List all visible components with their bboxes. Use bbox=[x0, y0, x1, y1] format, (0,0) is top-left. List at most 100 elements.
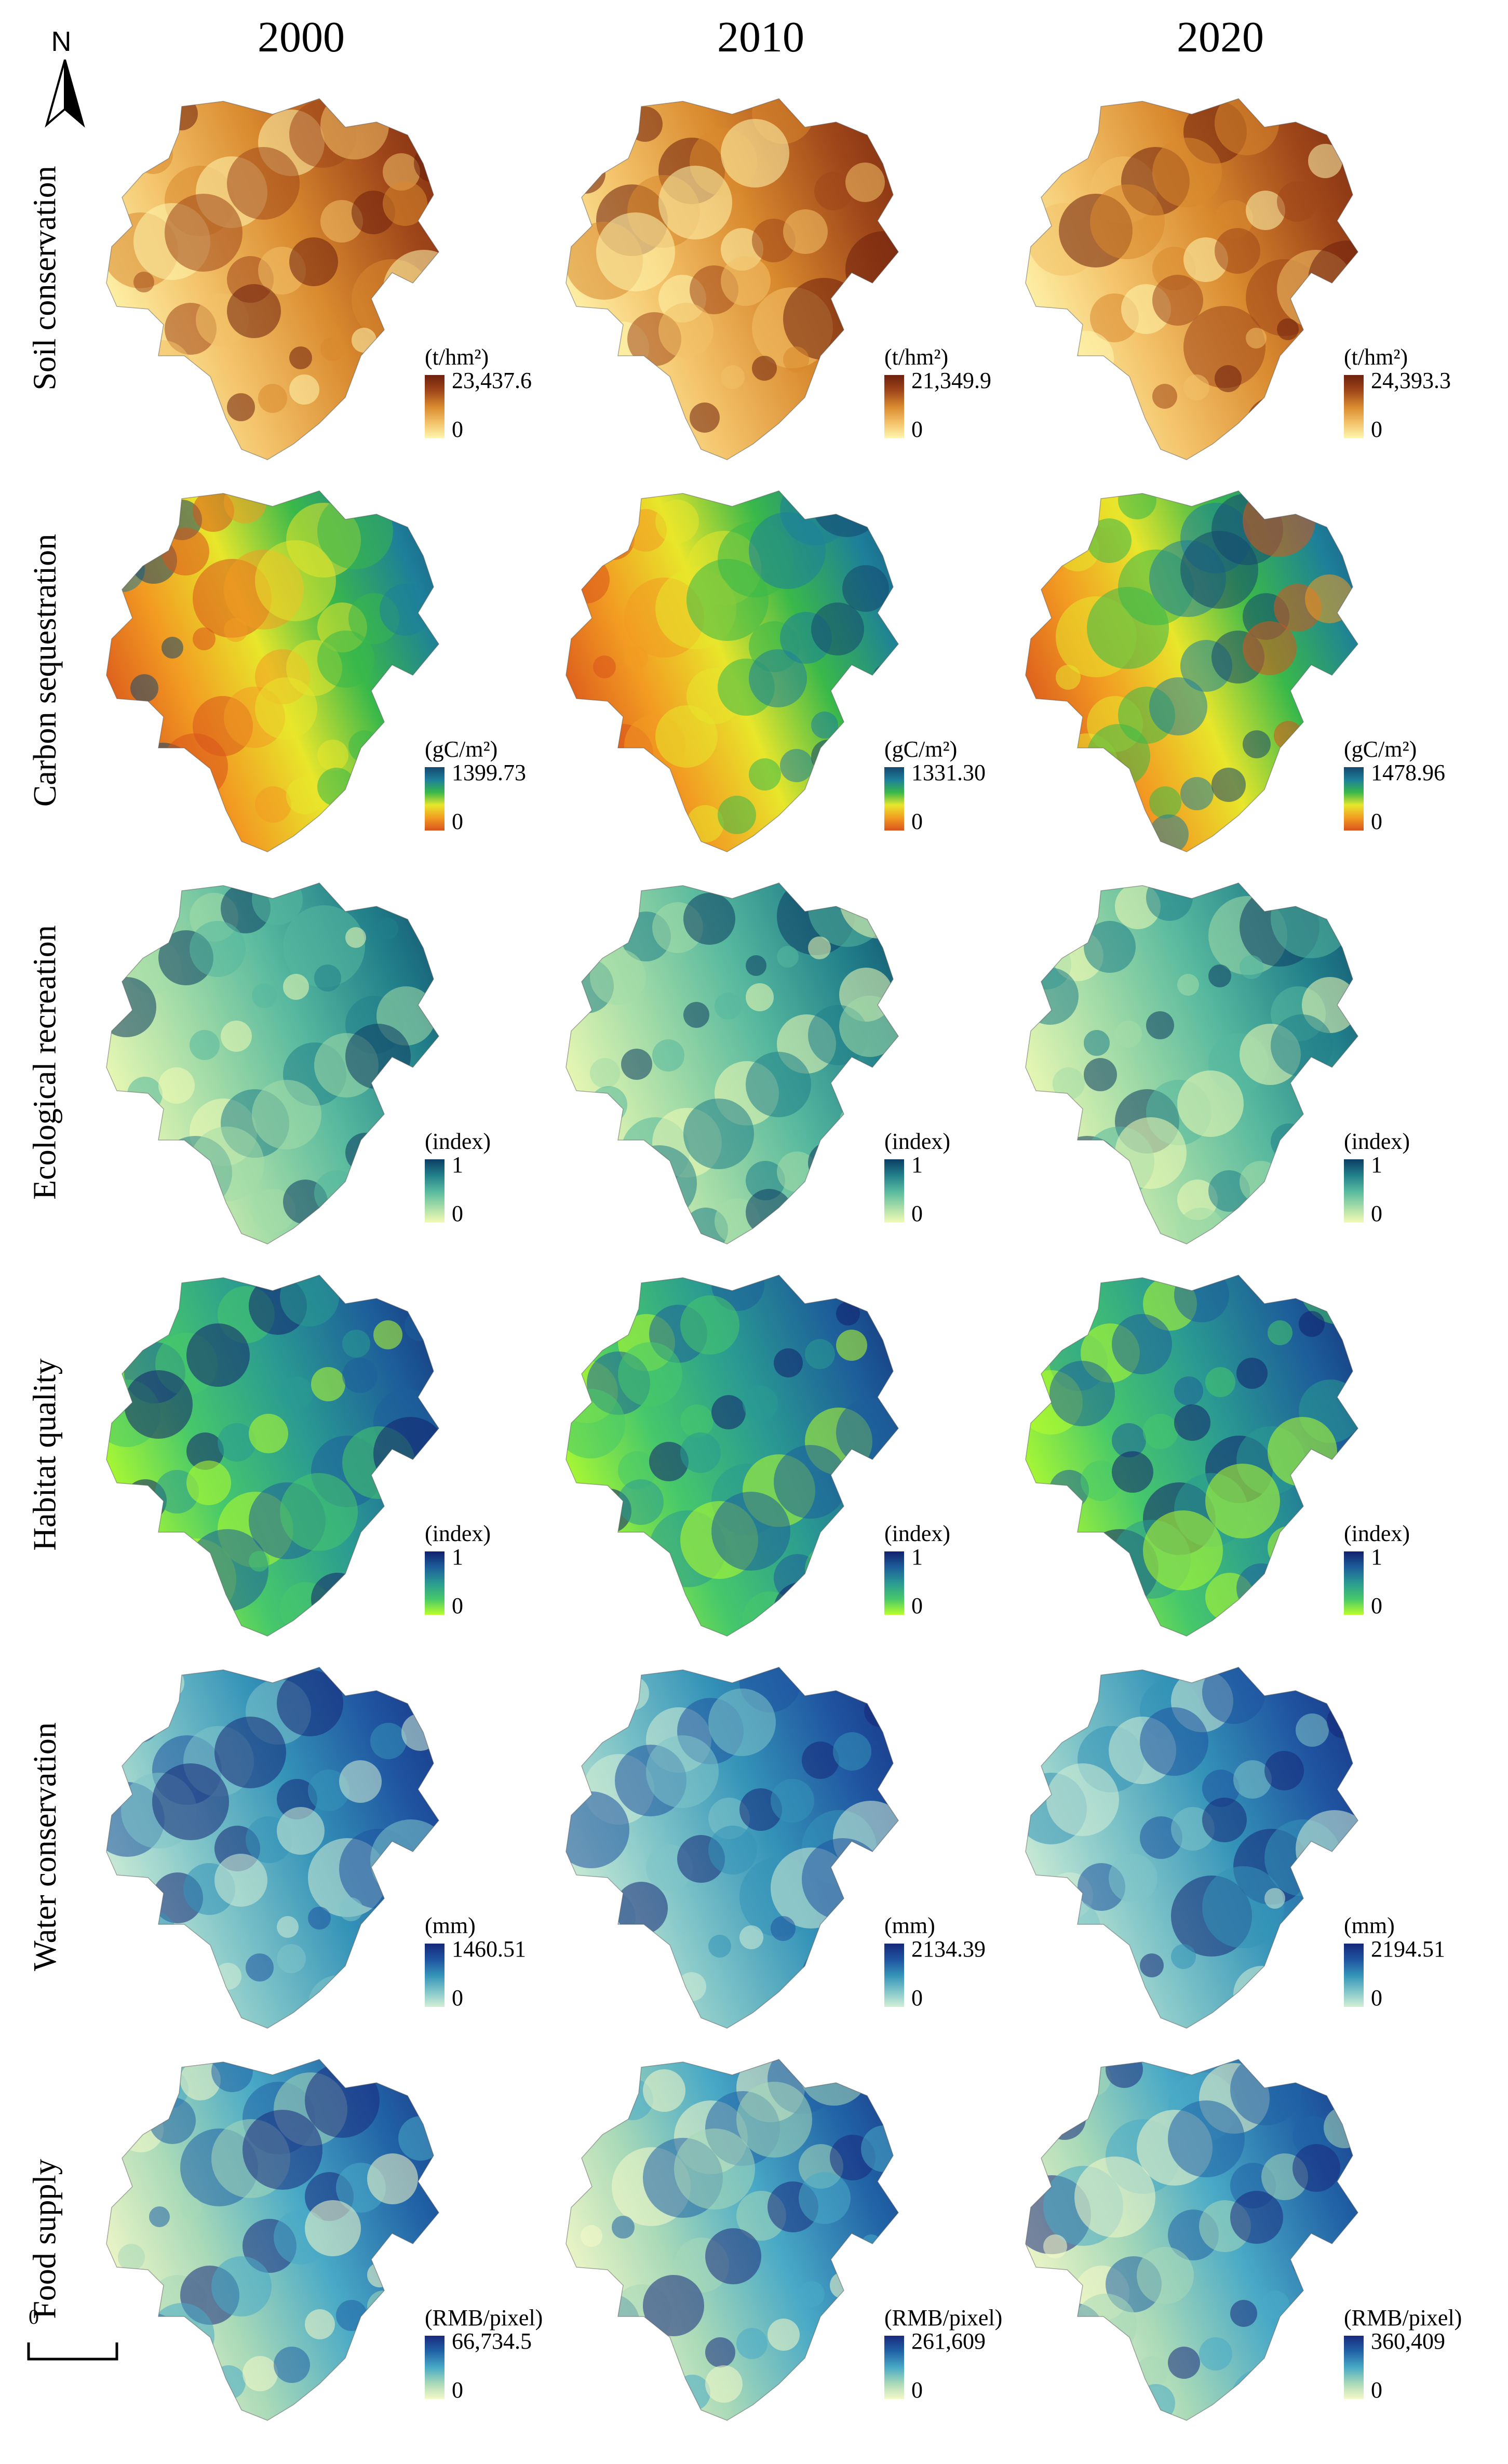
region-map bbox=[1025, 2059, 1358, 2421]
legend-unit: (mm) bbox=[884, 1913, 935, 1938]
legend-color-ramp bbox=[425, 2336, 445, 2399]
legend-max-value: 2134.39 bbox=[911, 1936, 986, 1962]
legend-max-value: 23,437.6 bbox=[452, 368, 532, 393]
year-header-2000: 2000 bbox=[258, 13, 345, 61]
legend-max-value: 1 bbox=[452, 1544, 463, 1570]
region-map bbox=[106, 490, 439, 852]
legend-max-value: 24,393.3 bbox=[1371, 368, 1451, 393]
legend-color-ramp bbox=[1344, 1944, 1364, 2007]
row-label-soil-conservation: Soil conservation bbox=[0, 86, 91, 470]
region-map bbox=[106, 2059, 439, 2421]
region-map bbox=[106, 882, 439, 1244]
legend-color-ramp bbox=[1344, 1159, 1364, 1223]
legend-min-value: 0 bbox=[1371, 2377, 1382, 2403]
legend-min-value: 0 bbox=[452, 2377, 463, 2403]
map-panel-habitat-quality-2010: (index) 1 0 bbox=[561, 1262, 992, 1646]
region-map bbox=[1025, 98, 1358, 460]
region-map bbox=[106, 1667, 439, 2029]
year-header-2010: 2010 bbox=[717, 13, 804, 61]
scale-start-label: 0 bbox=[29, 2305, 39, 2328]
legend-color-ramp bbox=[425, 1944, 445, 2007]
map-panel-water-conservation-2000: (mm) 1460.51 0 bbox=[101, 1654, 532, 2039]
map-panel-carbon-sequestration-2000: (gC/m²) 1399.73 0 bbox=[101, 478, 532, 862]
map-panel-habitat-quality-2000: (index) 1 0 bbox=[101, 1262, 532, 1646]
legend-color-ramp bbox=[425, 767, 445, 831]
map-panel-ecological-recreation-2000: (index) 1 0 bbox=[101, 870, 532, 1254]
region-map bbox=[566, 490, 899, 852]
legend-unit: (gC/m²) bbox=[1344, 736, 1417, 762]
legend-max-value: 66,734.5 bbox=[452, 2328, 532, 2354]
legend-unit: (index) bbox=[884, 1129, 951, 1154]
legend-color-ramp bbox=[884, 1551, 904, 1615]
row-label-water-conservation: Water conservation bbox=[0, 1654, 91, 2039]
legend-unit: (index) bbox=[425, 1521, 491, 1546]
row-label-text: Carbon sequestration bbox=[28, 533, 63, 807]
legend-max-value: 1 bbox=[1371, 1152, 1382, 1177]
legend-max-value: 1399.73 bbox=[452, 760, 526, 785]
legend-color-ramp bbox=[884, 2336, 904, 2399]
legend-max-value: 1460.51 bbox=[452, 1936, 526, 1962]
region-map bbox=[1025, 490, 1358, 852]
legend-max-value: 21,349.9 bbox=[911, 368, 991, 393]
legend-unit: (t/hm²) bbox=[884, 344, 949, 370]
map-panel-food-supply-2020: (RMB/pixel) 360,409 0 bbox=[1020, 2046, 1462, 2431]
region-map bbox=[566, 1667, 899, 2029]
region-map bbox=[1025, 1275, 1358, 1637]
legend-min-value: 0 bbox=[911, 417, 923, 442]
row-label-carbon-sequestration: Carbon sequestration bbox=[0, 478, 91, 862]
map-panel-carbon-sequestration-2020: (gC/m²) 1478.96 0 bbox=[1020, 478, 1451, 862]
legend-max-value: 1331.30 bbox=[911, 760, 986, 785]
region-map bbox=[566, 2059, 899, 2421]
legend-unit: (RMB/pixel) bbox=[1344, 2305, 1462, 2331]
map-panel-habitat-quality-2020: (index) 1 0 bbox=[1020, 1262, 1451, 1646]
north-arrow-icon: N bbox=[45, 26, 85, 128]
legend-unit: (t/hm²) bbox=[425, 344, 489, 370]
legend-color-ramp bbox=[884, 767, 904, 831]
legend-unit: (t/hm²) bbox=[1344, 344, 1408, 370]
map-panel-soil-conservation-2010: (t/hm²) 21,349.9 0 bbox=[561, 86, 992, 470]
region-map bbox=[106, 1275, 439, 1637]
legend-unit: (RMB/pixel) bbox=[425, 2305, 543, 2331]
legend-color-ramp bbox=[1344, 2336, 1364, 2399]
legend-min-value: 0 bbox=[1371, 417, 1382, 442]
map-panel-food-supply-2000: (RMB/pixel) 66,734.5 0 bbox=[101, 2046, 543, 2431]
legend-unit: (gC/m²) bbox=[425, 736, 498, 762]
legend-unit: (index) bbox=[425, 1129, 491, 1154]
legend-min-value: 0 bbox=[1371, 1201, 1382, 1226]
legend-min-value: 0 bbox=[1371, 1985, 1382, 2011]
row-label-habitat-quality: Habitat quality bbox=[0, 1262, 91, 1646]
map-panel-water-conservation-2020: (mm) 2194.51 0 bbox=[1020, 1654, 1451, 2039]
legend-unit: (index) bbox=[1344, 1129, 1410, 1154]
row-label-food-supply: Food supply bbox=[0, 2046, 91, 2431]
legend-unit: (mm) bbox=[425, 1913, 476, 1938]
legend-color-ramp bbox=[884, 375, 904, 438]
legend-color-ramp bbox=[884, 1159, 904, 1223]
row-label-text: Habitat quality bbox=[28, 1358, 63, 1551]
north-label: N bbox=[51, 26, 72, 57]
region-map bbox=[566, 882, 899, 1244]
row-label-text: Water conservation bbox=[28, 1722, 63, 1971]
legend-max-value: 1 bbox=[911, 1544, 923, 1570]
legend-color-ramp bbox=[884, 1944, 904, 2007]
map-panel-soil-conservation-2020: (t/hm²) 24,393.3 0 bbox=[1020, 86, 1451, 470]
region-map bbox=[566, 1275, 899, 1637]
legend-max-value: 2194.51 bbox=[1371, 1936, 1445, 1962]
legend-unit: (RMB/pixel) bbox=[884, 2305, 1003, 2331]
legend-min-value: 0 bbox=[1371, 1593, 1382, 1618]
legend-max-value: 1 bbox=[911, 1152, 923, 1177]
legend-color-ramp bbox=[1344, 1551, 1364, 1615]
region-map bbox=[106, 98, 439, 460]
region-map bbox=[1025, 1667, 1358, 2029]
year-header-2020: 2020 bbox=[1177, 13, 1264, 61]
legend-min-value: 0 bbox=[452, 1985, 463, 2011]
legend-color-ramp bbox=[425, 1159, 445, 1223]
map-panel-ecological-recreation-2010: (index) 1 0 bbox=[561, 870, 992, 1254]
map-panel-water-conservation-2010: (mm) 2134.39 0 bbox=[561, 1654, 992, 2039]
region-map bbox=[1025, 882, 1358, 1244]
row-label-text: Soil conservation bbox=[28, 165, 63, 391]
legend-max-value: 1 bbox=[1371, 1544, 1382, 1570]
row-label-ecological-recreation: Ecological recreation bbox=[0, 870, 91, 1254]
region-map bbox=[566, 98, 899, 460]
row-label-text: Food supply bbox=[28, 2158, 63, 2319]
scale-bar: 0 bbox=[27, 2305, 118, 2361]
